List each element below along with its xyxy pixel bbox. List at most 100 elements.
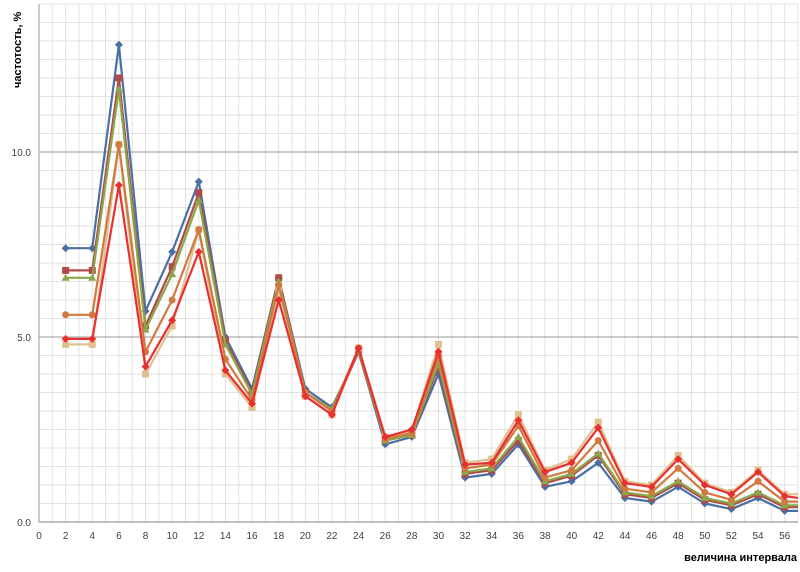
minor-gridlines [38,3,799,523]
data-point-marker [381,432,390,441]
x-tick-label: 40 [566,531,578,542]
y-axis-title: частотость, % [12,11,24,88]
data-point-marker [514,411,522,419]
y-tick-label: 5.0 [17,333,31,344]
x-tick-label: 20 [300,531,312,542]
x-tick-label: 18 [273,531,285,542]
data-point-marker [754,488,763,496]
data-point-marker [274,296,283,304]
data-point-marker [61,244,70,253]
data-point-marker [594,437,602,445]
x-tick-label: 16 [246,531,258,542]
data-point-marker [701,488,709,496]
x-tick-label: 26 [380,531,392,542]
x-tick-label: 46 [646,531,658,542]
x-tick-label: 22 [326,531,338,542]
x-tick-label: 0 [36,531,42,542]
data-point-marker [487,458,496,467]
data-point-marker [141,362,150,371]
data-point-marker [541,468,549,477]
data-point-marker [62,266,70,274]
x-tick-label: 2 [63,531,69,542]
x-tick-label: 14 [220,531,232,542]
x-tick-label: 10 [167,531,179,542]
data-point-marker [114,85,123,93]
data-point-marker [620,479,629,488]
data-point-marker [754,477,762,485]
data-point-marker [594,449,603,457]
data-point-marker [461,460,470,469]
data-point-marker [114,40,123,49]
data-point-marker [195,226,203,234]
data-point-marker [194,177,203,186]
x-tick-label: 34 [486,531,498,542]
data-point-marker [168,263,176,271]
data-point-marker [407,425,416,434]
data-point-marker [674,455,683,464]
data-point-marker [88,311,96,319]
data-point-marker [168,270,177,278]
data-point-marker [594,423,603,432]
data-point-marker [142,370,150,378]
data-point-marker [221,366,230,375]
data-point-marker [62,311,70,319]
data-point-marker [61,273,70,281]
y-tick-label: 0.0 [17,518,31,529]
data-point-marker [194,196,203,204]
data-point-marker [674,477,683,485]
data-point-marker [514,416,523,425]
data-point-marker [594,458,603,467]
series-6 [61,181,799,501]
data-point-marker [674,464,682,472]
data-point-marker [194,247,203,256]
y-axis-ticks: 0.0 5.0 10.0 [12,148,32,529]
x-tick-label: 30 [433,531,445,542]
data-point-marker [567,477,576,486]
series-line [65,184,799,500]
series-line [65,143,798,496]
data-point-marker [301,392,310,401]
x-tick-label: 4 [89,531,95,542]
x-tick-label: 48 [673,531,685,542]
x-axis-title: величина интервала [684,552,798,564]
data-point-marker [195,189,203,197]
data-point-marker [168,296,176,304]
data-point-marker [115,74,123,82]
data-point-marker [647,482,656,491]
data-point-marker [114,181,123,190]
x-tick-label: 36 [513,531,525,542]
data-point-marker [168,322,176,330]
data-point-marker [594,418,602,426]
data-point-marker [115,141,123,149]
data-point-marker [168,316,177,325]
y-tick-label: 10.0 [12,148,32,159]
data-point-marker [61,334,70,343]
data-point-marker [754,468,763,477]
x-tick-label: 56 [779,531,791,542]
x-tick-label: 32 [460,531,472,542]
data-point-marker [780,492,789,501]
data-point-marker [354,344,363,353]
data-point-marker [781,498,789,506]
x-tick-label: 24 [353,531,365,542]
x-tick-label: 50 [699,531,711,542]
data-point-marker [434,340,442,348]
x-tick-label: 52 [726,531,738,542]
x-tick-label: 8 [143,531,149,542]
data-point-marker [327,410,336,419]
data-point-marker [541,474,549,482]
series-lines [61,40,799,515]
data-point-marker [88,340,96,348]
data-point-marker [514,432,523,440]
x-axis-ticks: 0 2 4 6 8 10 12 14 16 18 20 22 24 26 28 30 32 34 36 38 40 42 4… [36,531,790,542]
data-point-marker [700,481,709,489]
data-point-marker [514,437,522,445]
data-point-marker [88,334,97,343]
x-tick-label: 12 [193,531,205,542]
data-point-marker [62,340,70,348]
data-point-marker [168,247,177,256]
x-tick-label: 54 [752,531,764,542]
data-point-marker [648,488,656,496]
data-point-marker [275,281,283,289]
